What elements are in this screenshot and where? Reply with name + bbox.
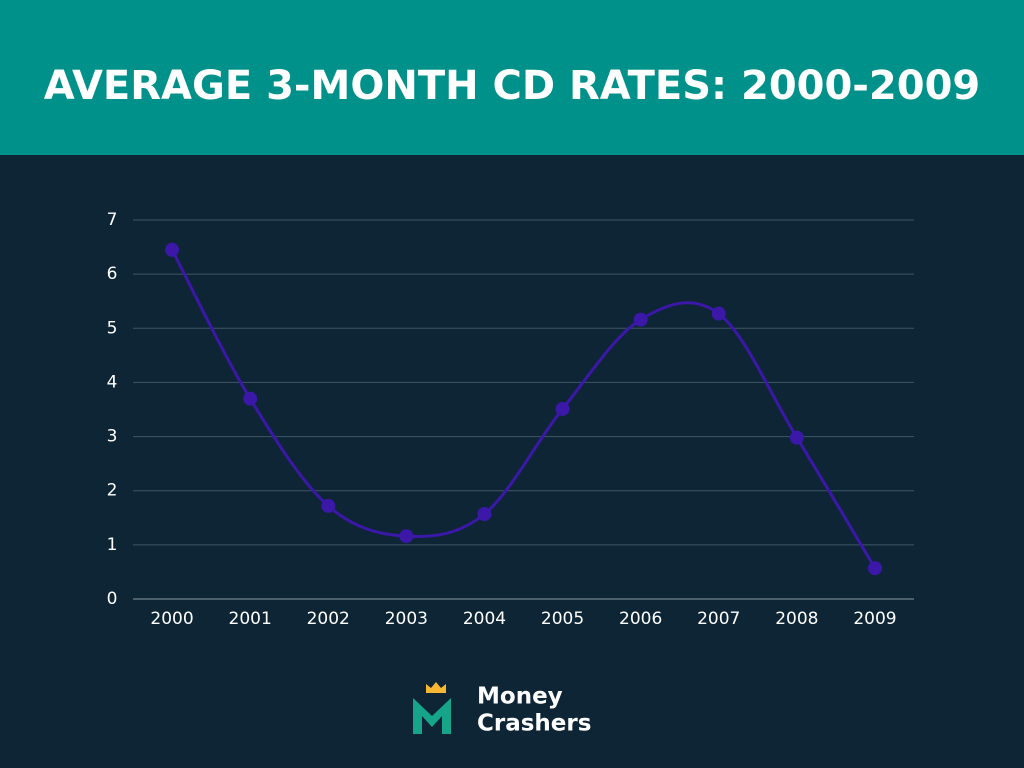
point	[633, 312, 648, 327]
x-tick-label: 2001	[229, 609, 272, 629]
logo-crown	[426, 682, 446, 693]
y-tick-label: 5	[107, 318, 118, 338]
point	[867, 561, 882, 576]
x-tick-label: 2005	[541, 609, 584, 629]
x-tick-label: 2002	[307, 609, 350, 629]
point	[165, 242, 180, 257]
logo-mark	[413, 698, 451, 734]
point	[555, 401, 570, 416]
y-tick-label: 2	[107, 481, 118, 501]
point	[243, 391, 258, 406]
x-tick-label: 2000	[150, 609, 193, 629]
y-tick-label: 7	[107, 210, 118, 230]
y-tick-label: 3	[107, 427, 118, 447]
line	[170, 249, 877, 569]
x-tick-label: 2009	[853, 609, 896, 629]
point	[399, 529, 414, 544]
point	[477, 506, 492, 521]
logo: Money Crashers	[413, 682, 591, 737]
x-tick-label: 2004	[463, 609, 506, 629]
x-tick-label: 2006	[619, 609, 662, 629]
x-tick-label: 2007	[697, 609, 740, 629]
y-tick-label: 1	[107, 535, 118, 555]
point	[711, 306, 726, 321]
logo-text: Money	[477, 684, 563, 710]
point	[321, 498, 336, 513]
header	[0, 0, 1024, 155]
y-tick-label: 6	[107, 264, 118, 284]
chart-title: AVERAGE 3-MONTH CD RATES: 2000-2009	[44, 63, 981, 109]
x-tick-label: 2008	[775, 609, 818, 629]
point	[789, 430, 804, 445]
logo-text: Crashers	[477, 711, 591, 737]
x-tick-label: 2003	[385, 609, 428, 629]
y-tick-label: 4	[107, 372, 118, 392]
y-tick-label: 0	[107, 589, 118, 609]
